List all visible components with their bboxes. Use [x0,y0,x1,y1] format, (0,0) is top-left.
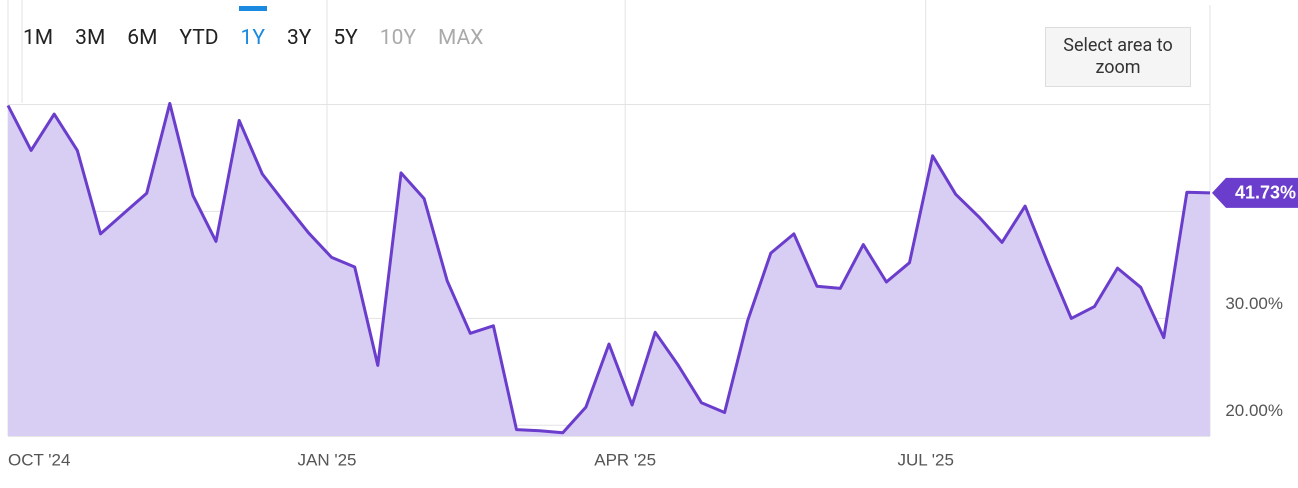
y-tick-label: 20.00% [1225,401,1283,420]
area-fill [8,103,1210,437]
range-button[interactable]: 1Y [230,6,276,54]
range-button[interactable]: 6M [127,26,158,50]
range-button: 10Y [379,26,417,50]
range-button[interactable]: 1M [23,26,54,50]
range-buttons: 1M 3M 6M YTD 1Y 3Y 5Y 10Y MAX [12,6,494,54]
x-tick-label: OCT '24 [8,450,70,469]
range-button[interactable]: 5Y [333,26,358,50]
x-tick-label: APR '25 [594,450,656,469]
line [6,101,1211,435]
x-tick-label: JAN '25 [297,450,356,469]
range-button[interactable]: 3M [75,26,106,50]
zoom-hint: Select area to zoom [1045,27,1191,87]
range-button[interactable]: YTD [179,26,219,50]
y-tick-label: 30.00% [1225,294,1283,313]
value-flag [1212,177,1298,208]
x-tick-label: JUL '25 [897,450,953,469]
range-button: MAX [438,26,484,50]
range-button[interactable]: 3Y [286,26,312,50]
value-label: 41.73% [1235,183,1296,203]
